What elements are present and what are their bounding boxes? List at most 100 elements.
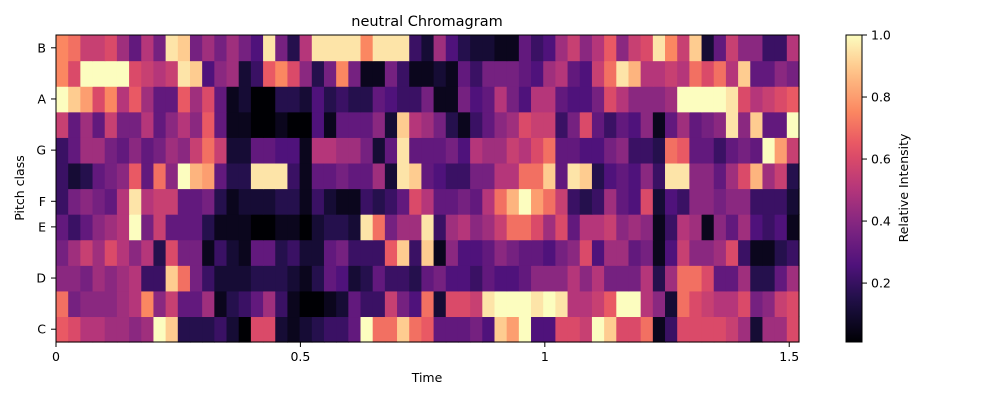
heatmap-cell	[263, 86, 276, 113]
heatmap-cell	[604, 137, 617, 164]
heatmap-cell	[786, 111, 800, 138]
heatmap-cell	[579, 60, 593, 87]
heatmap-cell	[323, 86, 337, 113]
heatmap-cell	[104, 290, 118, 318]
y-tick-label: D	[36, 271, 46, 286]
heatmap-cell	[786, 316, 800, 343]
heatmap-cell	[226, 162, 240, 190]
heatmap-cell	[360, 111, 374, 138]
heatmap-cell	[104, 162, 118, 190]
heatmap-cell	[384, 265, 398, 292]
heatmap-cell	[214, 162, 228, 190]
heatmap-cell	[640, 214, 654, 241]
heatmap-cell	[567, 137, 581, 164]
heatmap-cell	[336, 86, 349, 113]
heatmap-cell	[518, 316, 532, 343]
heatmap-cell	[786, 35, 800, 62]
colorbar-tick-label: 0.2	[871, 276, 891, 291]
heatmap-cell	[214, 137, 228, 164]
heatmap-cell	[725, 111, 739, 138]
heatmap-cell	[129, 290, 142, 318]
heatmap-cell	[506, 214, 520, 241]
heatmap-cell	[518, 290, 532, 318]
heatmap-cell	[506, 239, 520, 266]
heatmap-cell	[738, 60, 751, 87]
heatmap-cell	[604, 188, 617, 215]
heatmap-cell	[68, 188, 81, 215]
heatmap-cell	[762, 239, 776, 266]
heatmap-cell	[397, 290, 410, 318]
heatmap-cell	[774, 188, 788, 215]
heatmap-cell	[677, 137, 690, 164]
heatmap-cell	[409, 316, 423, 343]
heatmap-cell	[68, 290, 81, 318]
heatmap-cell	[372, 60, 386, 87]
heatmap-cell	[543, 316, 556, 343]
heatmap-cell	[226, 86, 240, 113]
heatmap-cell	[774, 316, 788, 343]
heatmap-cell	[665, 316, 678, 343]
heatmap-cell	[421, 35, 435, 62]
heatmap-cell	[360, 214, 374, 241]
heatmap-cell	[336, 111, 349, 138]
heatmap-cell	[360, 316, 374, 343]
heatmap-cell	[311, 265, 325, 292]
heatmap-cell	[372, 137, 386, 164]
heatmap-cell	[348, 290, 362, 318]
heatmap-cell	[141, 111, 155, 138]
heatmap-cell	[433, 265, 447, 292]
heatmap-cell	[604, 214, 617, 241]
heatmap-cell	[68, 316, 81, 343]
heatmap-cell	[567, 316, 581, 343]
heatmap-cell	[445, 137, 459, 164]
heatmap-cell	[421, 265, 435, 292]
heatmap-cell	[238, 137, 252, 164]
heatmap-cell	[323, 265, 337, 292]
heatmap-cell	[750, 86, 764, 113]
heatmap-cell	[457, 60, 471, 87]
heatmap-cell	[677, 35, 690, 62]
heatmap-cell	[567, 86, 581, 113]
heatmap-cell	[616, 214, 630, 241]
heatmap-cell	[555, 60, 569, 87]
heatmap-cell	[640, 162, 654, 190]
heatmap-cell	[555, 111, 569, 138]
heatmap-cell	[80, 239, 94, 266]
heatmap-cell	[701, 214, 715, 241]
heatmap-cell	[725, 137, 739, 164]
heatmap-cell	[153, 290, 167, 318]
y-tick-label: B	[37, 40, 46, 55]
heatmap-cell	[104, 60, 118, 87]
heatmap-cell	[750, 35, 764, 62]
heatmap-cell	[177, 214, 191, 241]
heatmap-cell	[299, 35, 313, 62]
heatmap-cell	[129, 137, 142, 164]
heatmap-cell	[518, 137, 532, 164]
heatmap-cell	[323, 188, 337, 215]
heatmap-cell	[555, 239, 569, 266]
heatmap-cell	[689, 188, 703, 215]
heatmap-cell	[299, 265, 313, 292]
heatmap-cell	[640, 86, 654, 113]
heatmap-cell	[287, 239, 301, 266]
heatmap-cell	[506, 35, 520, 62]
heatmap-cell	[80, 290, 94, 318]
heatmap-cell	[445, 35, 459, 62]
heatmap-cell	[56, 86, 69, 113]
heatmap-cell	[713, 316, 727, 343]
heatmap-cell	[80, 111, 94, 138]
heatmap-cell	[311, 86, 325, 113]
heatmap-cell	[713, 137, 727, 164]
heatmap-cell	[68, 239, 81, 266]
heatmap-cell	[92, 137, 106, 164]
heatmap-cell	[141, 290, 155, 318]
heatmap-cell	[628, 214, 642, 241]
x-axis: 0 0.5 1 1.5	[52, 342, 799, 364]
heatmap-cell	[482, 188, 496, 215]
heatmap-cell	[470, 265, 483, 292]
heatmap-cell	[713, 35, 727, 62]
heatmap-cell	[165, 162, 179, 190]
heatmap-cell	[141, 188, 155, 215]
heatmap-cell	[384, 239, 398, 266]
heatmap-cell	[409, 214, 423, 241]
